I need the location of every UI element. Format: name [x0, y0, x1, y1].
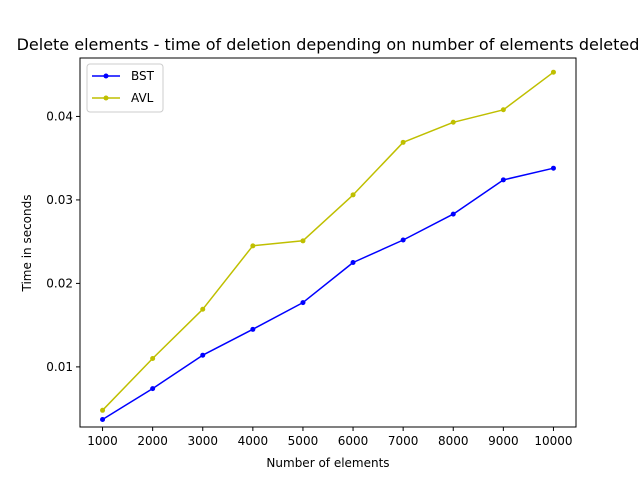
data-point-avl [500, 107, 506, 113]
x-tick-label: 8000 [438, 434, 469, 448]
x-tick-label: 5000 [288, 434, 319, 448]
data-point-avl [100, 407, 106, 413]
data-point-bst [550, 165, 556, 171]
plot-frame [79, 57, 577, 428]
x-tick-label: 6000 [338, 434, 369, 448]
data-point-avl [300, 238, 306, 244]
x-tick-label: 9000 [488, 434, 519, 448]
legend-marker-bst [103, 73, 109, 79]
legend: BST AVL [86, 63, 164, 113]
y-axis-label: Time in seconds [20, 195, 34, 293]
series-layer [100, 69, 556, 422]
y-tick-label: 0.03 [46, 193, 73, 207]
data-point-bst [100, 416, 106, 422]
data-point-bst [200, 352, 206, 358]
data-point-avl [450, 119, 456, 125]
legend-label-bst: BST [131, 69, 155, 83]
x-axis-label: Number of elements [266, 456, 389, 470]
data-point-avl [350, 192, 356, 198]
data-point-bst [350, 260, 356, 266]
data-point-bst [300, 300, 306, 306]
legend-label-avl: AVL [131, 91, 154, 105]
data-point-bst [450, 211, 456, 217]
series-line-bst [102, 167, 554, 421]
data-point-avl [200, 306, 206, 312]
data-point-bst [400, 237, 406, 243]
data-point-avl [400, 139, 406, 145]
x-axis-ticks: 1000 2000 3000 4000 5000 6000 7000 8000 9000 1000… [87, 427, 573, 448]
x-tick-label: 10000 [534, 434, 572, 448]
data-point-avl [250, 243, 256, 249]
data-point-avl [550, 69, 556, 75]
series-line-avl [101, 71, 554, 411]
data-point-avl [150, 356, 156, 362]
x-tick-label: 2000 [137, 434, 168, 448]
data-point-bst [150, 386, 156, 392]
y-tick-label: 0.01 [46, 360, 73, 374]
x-tick-label: 7000 [388, 434, 419, 448]
legend-marker-avl [103, 95, 109, 101]
x-tick-label: 4000 [238, 434, 269, 448]
x-tick-label: 1000 [87, 434, 118, 448]
y-tick-label: 0.04 [46, 109, 73, 123]
x-tick-label: 3000 [187, 434, 218, 448]
data-point-bst [250, 326, 256, 332]
data-point-bst [500, 177, 506, 183]
y-axis-ticks: 0.01 0.02 0.03 0.04 [46, 109, 80, 374]
chart-title: Delete elements - time of deletion depen… [17, 35, 640, 54]
y-tick-label: 0.02 [46, 276, 73, 290]
